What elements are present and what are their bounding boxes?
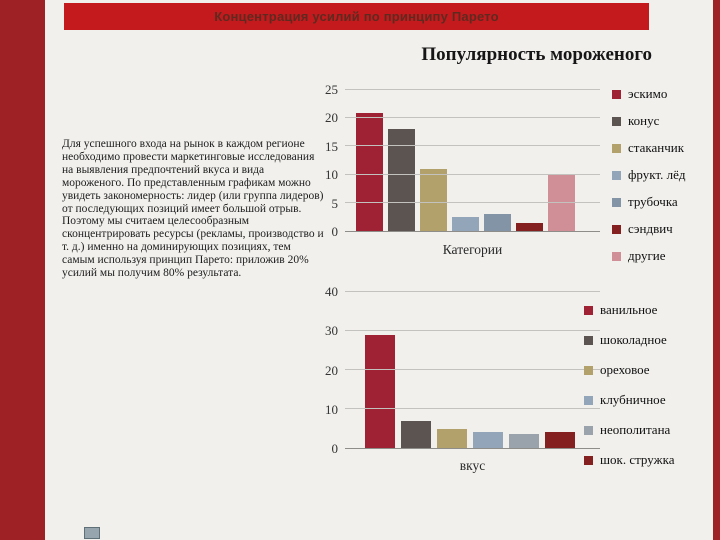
- legend-label: эскимо: [628, 86, 668, 101]
- y-tick-label: 10: [325, 401, 338, 417]
- y-tick-label: 15: [325, 138, 338, 154]
- legend-label: неополитана: [600, 422, 671, 437]
- bar-ореховое: [437, 428, 467, 448]
- gridline: [345, 173, 600, 175]
- legend-swatch: [584, 365, 593, 375]
- bar-ванильное: [365, 334, 395, 448]
- legend-label: клубничное: [600, 392, 666, 407]
- legend-item: сэндвич: [612, 221, 685, 237]
- plot-area: [345, 89, 600, 232]
- legend-label: трубочка: [628, 194, 678, 209]
- legend-item: шоколадное: [584, 332, 674, 348]
- legend-swatch: [584, 455, 593, 465]
- legend-item: другие: [612, 248, 685, 264]
- legend-item: клубничное: [584, 392, 674, 408]
- legend-swatch: [612, 197, 621, 207]
- legend-label: ореховое: [600, 362, 650, 377]
- y-tick-label: 0: [331, 223, 339, 239]
- bar-эскимо: [356, 112, 383, 231]
- legend-item: ванильное: [584, 302, 674, 318]
- gridline: [345, 117, 600, 119]
- legend-item: фрукт. лёд: [612, 167, 685, 183]
- legend-item: неополитана: [584, 422, 674, 438]
- y-tick-label: 25: [325, 82, 338, 97]
- legend-item: стаканчик: [612, 140, 685, 156]
- gridline: [345, 369, 600, 370]
- y-tick-label: 10: [325, 167, 338, 183]
- bar-шоколадное: [401, 420, 431, 448]
- legend-swatch: [612, 251, 621, 261]
- legend-swatch: [612, 224, 621, 234]
- legend-label: стаканчик: [628, 140, 685, 155]
- y-tick-label: 20: [325, 110, 338, 126]
- bar-неополитана: [509, 434, 539, 448]
- bar-chart-flavors: 40 30 20 10 0 вкус ванильное шоколадное орехов…: [312, 284, 712, 494]
- y-tick-label: 40: [325, 284, 338, 299]
- gridline: [345, 89, 600, 90]
- gridline: [345, 330, 600, 331]
- legend-swatch: [584, 395, 593, 405]
- y-axis-tick-labels: 25 20 15 10 5 0: [312, 82, 338, 240]
- bars-group: [345, 90, 600, 231]
- legend-label: сэндвич: [628, 221, 673, 236]
- bar-стаканчик: [420, 168, 447, 231]
- slide-title-banner: Концентрация усилий по принципу Парето: [64, 3, 649, 30]
- legend-swatch: [612, 116, 621, 126]
- y-tick-label: 5: [331, 195, 339, 211]
- legend-item: ореховое: [584, 362, 674, 378]
- legend-swatch: [584, 425, 593, 435]
- legend-label: шок. стружка: [600, 452, 675, 467]
- legend-swatch: [584, 305, 593, 315]
- footer-image-placeholder-icon: [84, 527, 100, 539]
- legend-label: фрукт. лёд: [628, 167, 686, 182]
- chart-legend: эскимо конус стаканчик фрукт. лёд трубочка сэ…: [612, 86, 685, 264]
- legend-label: другие: [628, 248, 666, 263]
- bars-group: [345, 292, 600, 448]
- legend-label: шоколадное: [600, 332, 667, 347]
- legend-label: ванильное: [600, 302, 658, 317]
- legend-item: конус: [612, 113, 685, 129]
- legend-item: эскимо: [612, 86, 685, 102]
- bar-фрукт. лёд: [452, 216, 479, 231]
- legend-item: шок. стружка: [584, 452, 674, 468]
- gridline: [345, 145, 600, 147]
- y-tick-label: 30: [325, 323, 338, 339]
- gridline: [345, 408, 600, 409]
- legend-swatch: [612, 89, 621, 99]
- x-axis-label: вкус: [459, 458, 486, 473]
- y-tick-label: 0: [331, 441, 339, 456]
- plot-area: [345, 291, 600, 449]
- bar-chart-categories: 25 20 15 10 5 0 Категории эскимо конус стаканчи…: [312, 82, 712, 272]
- legend-label: конус: [628, 113, 660, 128]
- y-axis-tick-labels: 40 30 20 10 0: [312, 284, 338, 457]
- bar-трубочка: [484, 214, 511, 231]
- chart-legend: ванильное шоколадное ореховое клубничное нео…: [584, 302, 674, 468]
- legend-swatch: [612, 143, 621, 153]
- legend-swatch: [584, 335, 593, 345]
- right-accent-stripe: [713, 0, 720, 540]
- body-text: Для успешного входа на рынок в каждом ре…: [62, 138, 324, 280]
- left-accent-stripe: [0, 0, 45, 540]
- bar-клубничное: [473, 432, 503, 448]
- bar-сэндвич: [516, 222, 543, 231]
- y-tick-label: 20: [325, 362, 338, 378]
- chart-heading: Популярность мороженого: [421, 44, 652, 65]
- legend-swatch: [612, 170, 621, 180]
- legend-item: трубочка: [612, 194, 685, 210]
- slide-title: Концентрация усилий по принципу Парето: [214, 9, 499, 24]
- x-axis-label: Категории: [442, 242, 503, 257]
- gridline: [345, 291, 600, 292]
- gridline: [345, 201, 600, 203]
- bar-шок. стружка: [545, 432, 575, 448]
